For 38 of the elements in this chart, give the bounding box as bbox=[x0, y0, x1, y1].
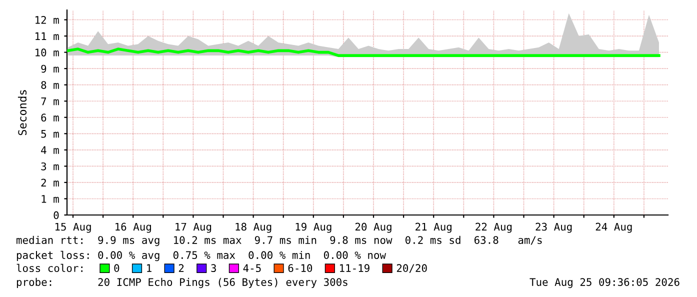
x-tick-label: 22 Aug bbox=[476, 222, 512, 233]
x-tick-label: 23 Aug bbox=[536, 222, 572, 233]
x-tick-label: 17 Aug bbox=[176, 222, 212, 233]
y-tick-label: 12 m bbox=[36, 16, 59, 24]
legend-title: loss color: bbox=[16, 264, 82, 272]
y-tick-label: 3 m bbox=[41, 162, 59, 170]
legend-label: 4-5 bbox=[243, 264, 261, 272]
legend-label: 0 bbox=[114, 264, 120, 272]
legend-label: 2 bbox=[178, 264, 184, 272]
y-tick-label: 7 m bbox=[41, 98, 59, 106]
y-tick-label: 4 m bbox=[41, 146, 59, 154]
x-tick-label: 18 Aug bbox=[236, 222, 272, 233]
y-tick-label: 8 m bbox=[41, 81, 59, 89]
legend-label: 20/20 bbox=[396, 264, 427, 273]
x-tick-label: 19 Aug bbox=[296, 222, 332, 233]
x-tick-label: 20 Aug bbox=[355, 222, 392, 233]
y-tick-label: 6 m bbox=[41, 114, 59, 122]
text: probe: 20 ICMP Echo Pings (56 Bytes) every 300s bbox=[16, 278, 348, 288]
y-tick-label: 9 m bbox=[41, 64, 59, 73]
y-tick-label: 10 m bbox=[36, 48, 59, 56]
x-tick-label: 21 Aug bbox=[416, 222, 452, 233]
x-tick-label: 24 Aug bbox=[596, 222, 632, 233]
y-tick-label: 11 m bbox=[36, 32, 59, 40]
text: Tue Aug 25 09:36:05 2026 bbox=[530, 278, 680, 288]
y-tick-label: 2 m bbox=[41, 178, 59, 186]
x-tick-label: 15 Aug bbox=[55, 222, 91, 233]
legend-label: 1 bbox=[147, 264, 152, 272]
y-tick-label: 5 m bbox=[41, 130, 59, 138]
legend-label: 6-10 bbox=[288, 264, 312, 272]
legend-label: 11-19 bbox=[340, 264, 370, 272]
y-tick-label: 1 m bbox=[42, 195, 59, 203]
y-tick-label: 0 bbox=[54, 211, 59, 220]
legend-label: 3 bbox=[211, 264, 216, 272]
text: packet loss: 0.00 % avg 0.75 % max 0.00 % min 0.00 % now bbox=[16, 250, 386, 262]
line-series bbox=[67, 48, 660, 57]
text: median rtt: 9.9 ms avg 10.2 ms max 9.7 ms min 9.8 ms now 0.2 ms sd 63.8 am/s bbox=[16, 236, 542, 246]
x-tick-label: 16 Aug bbox=[116, 222, 151, 233]
y-axis-title: Seconds bbox=[18, 90, 27, 136]
